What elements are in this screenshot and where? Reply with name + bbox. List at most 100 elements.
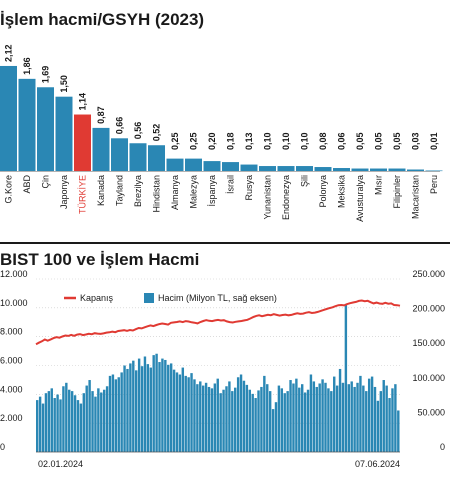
right-tick-2: 100.000: [412, 373, 445, 383]
transaction-volume-gdp-panel: İşlem hacmi/GSYH (2023) 2,12 G.Kore 1,86 AB…: [0, 0, 450, 240]
bar-3: [55, 96, 73, 171]
category-label-13: Rusya: [244, 175, 254, 201]
volume-bar-31: [126, 368, 129, 452]
volume-bar-73: [248, 389, 251, 452]
volume-bar-43: [161, 358, 164, 452]
volume-bar-88: [292, 383, 295, 452]
bar-13: [240, 164, 258, 171]
category-label-21: Filipinler: [392, 175, 402, 209]
volume-bar-101: [330, 391, 333, 452]
bar-22: [407, 169, 424, 171]
value-label-21: 0,05: [392, 132, 402, 150]
volume-bar-44: [164, 359, 167, 452]
volume-bar-80: [268, 391, 272, 452]
volume-bar-9: [62, 386, 65, 452]
volume-bar-24: [105, 386, 109, 452]
value-label-14: 0,10: [263, 132, 273, 150]
volume-bar-91: [300, 384, 304, 452]
category-label-15: Endonezya: [281, 175, 291, 220]
volume-bar-82: [274, 402, 278, 452]
volume-bar-42: [158, 362, 161, 452]
volume-bar-95: [312, 381, 316, 452]
volume-bar-63: [219, 393, 222, 452]
value-label-15: 0,10: [281, 132, 291, 150]
volume-bar-47: [172, 369, 176, 452]
volume-bar-34: [135, 370, 138, 452]
category-label-6: Tayland: [115, 175, 125, 206]
volume-bar-60: [210, 388, 214, 452]
volume-bar-53: [190, 373, 193, 452]
volume-bar-6: [53, 398, 56, 452]
bar-1: [18, 78, 36, 171]
volume-bar-27: [114, 379, 118, 452]
volume-bar-108: [350, 381, 353, 452]
bar-6: [111, 138, 128, 171]
volume-bar-110: [356, 382, 359, 452]
category-label-5: Kanada: [96, 175, 106, 206]
volume-bar-61: [213, 383, 217, 452]
volume-bar-92: [303, 392, 307, 452]
category-label-4: TÜRKİYE: [78, 175, 88, 214]
x-end-label: 07.06.2024: [355, 459, 400, 469]
volume-bar-109: [353, 386, 356, 452]
volume-bar-117: [376, 400, 380, 452]
category-label-7: Brezilya: [133, 175, 143, 207]
volume-bar-0: [36, 400, 39, 452]
bar-7: [129, 143, 147, 171]
volume-bar-70: [239, 374, 243, 452]
right-tick-3: 150.000: [412, 338, 445, 348]
volume-bar-29: [120, 372, 123, 452]
volume-bar-94: [309, 374, 313, 452]
volume-bar-13: [73, 395, 77, 452]
volume-bar-103: [335, 385, 339, 452]
value-label-1: 1,86: [22, 57, 32, 75]
volume-bar-119: [382, 380, 385, 452]
volume-bar-105: [341, 382, 345, 452]
volume-bar-78: [263, 375, 266, 452]
volume-bar-38: [146, 364, 150, 452]
volume-bar-74: [251, 393, 254, 452]
legend-volume-label: Hacim (Milyon TL, sağ eksen): [158, 293, 277, 303]
bar-14: [259, 166, 276, 171]
category-label-8: Hindistan: [152, 175, 162, 213]
bar-19: [351, 168, 369, 171]
category-label-20: Mısır: [374, 175, 384, 195]
category-label-14: Yunanistan: [263, 175, 273, 220]
volume-bar-8: [59, 399, 62, 452]
volume-bar-48: [175, 372, 179, 452]
volume-bar-5: [50, 388, 53, 452]
volume-bar-17: [85, 385, 88, 452]
volume-bar-122: [391, 388, 394, 452]
bar-18: [333, 168, 350, 171]
left-tick-3: 6.000: [0, 356, 23, 366]
category-label-10: Malezya: [189, 175, 199, 209]
volume-bar-15: [79, 403, 83, 452]
volume-bar-37: [143, 356, 147, 452]
left-tick-5: 10.000: [0, 298, 28, 308]
value-label-19: 0,05: [355, 132, 365, 150]
right-tick-0: 0: [440, 442, 445, 452]
panel2-title: BIST 100 ve İşlem Hacmi: [0, 250, 200, 269]
volume-bar-16: [82, 393, 86, 452]
volume-bar-45: [167, 364, 170, 452]
bar-2: [37, 87, 54, 171]
volume-bar-71: [242, 380, 246, 452]
panel-divider: [0, 242, 450, 244]
volume-bar-115: [370, 376, 374, 452]
bar-9: [166, 158, 184, 171]
volume-bar-56: [199, 381, 202, 452]
bar-23: [425, 170, 443, 172]
value-label-20: 0,05: [374, 132, 384, 150]
category-label-0: G.Kore: [4, 175, 14, 204]
volume-bar-26: [111, 374, 115, 452]
gdp-bar-chart: 2,12 G.Kore 1,86 ABD 1,69 Çin 1,50 Japonya 1,14 T…: [0, 44, 443, 222]
volume-bar-64: [222, 389, 225, 452]
category-label-22: Macaristan: [411, 175, 421, 219]
volume-bar-59: [207, 386, 211, 452]
volume-bar-40: [152, 355, 155, 452]
volume-bar-19: [91, 391, 94, 452]
category-label-17: Polonya: [318, 175, 328, 208]
category-label-23: Peru: [429, 175, 439, 194]
volume-bar-32: [129, 363, 132, 452]
volume-bar-62: [216, 378, 219, 452]
